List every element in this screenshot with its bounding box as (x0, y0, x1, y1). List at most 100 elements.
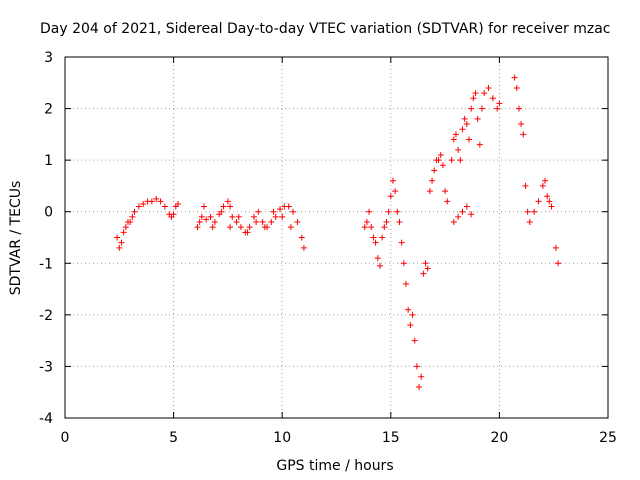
x-tick-label: 5 (169, 430, 178, 446)
data-point (300, 244, 307, 251)
data-point (131, 208, 138, 215)
data-point (396, 219, 403, 226)
data-point (444, 198, 451, 205)
data-point (513, 84, 520, 91)
data-point (370, 234, 377, 241)
data-point (277, 206, 284, 213)
data-point (546, 198, 553, 205)
data-point (398, 239, 405, 246)
data-points (114, 74, 562, 391)
data-point (255, 208, 262, 215)
data-point (127, 219, 134, 226)
data-point (235, 213, 242, 220)
data-point (455, 213, 462, 220)
data-point (259, 219, 266, 226)
data-point (485, 84, 492, 91)
data-point (381, 224, 388, 231)
data-point (465, 136, 472, 143)
data-point (253, 219, 260, 226)
data-point (207, 213, 214, 220)
data-point (368, 224, 375, 231)
data-point (457, 157, 464, 164)
data-point (224, 198, 231, 205)
data-point (518, 121, 525, 128)
data-point (463, 203, 470, 210)
data-point (474, 115, 481, 122)
y-tick-labels: 3 2 1 0 -1 -2 -3 -4 (39, 50, 53, 427)
data-point (470, 95, 477, 102)
data-point (122, 224, 129, 231)
y-tick-label: 1 (44, 153, 53, 169)
data-point (459, 208, 466, 215)
y-tick-label: 2 (44, 102, 53, 118)
data-point (520, 131, 527, 138)
data-point (409, 311, 416, 318)
y-axis-title: SDTVAR / TECUs (8, 181, 24, 296)
data-point (463, 121, 470, 128)
data-point (366, 208, 373, 215)
data-point (372, 239, 379, 246)
data-point (209, 224, 216, 231)
data-point (522, 182, 529, 189)
data-point (403, 280, 410, 287)
data-point (148, 198, 155, 205)
data-point (174, 200, 181, 207)
data-point (237, 224, 244, 231)
data-point (229, 213, 236, 220)
data-point (385, 208, 392, 215)
data-point (535, 198, 542, 205)
y-tick-label: 0 (44, 205, 53, 221)
data-point (220, 203, 227, 210)
data-point (290, 208, 297, 215)
data-point (389, 177, 396, 184)
data-point (422, 260, 429, 267)
data-point (211, 219, 218, 226)
data-point (424, 265, 431, 272)
data-point (218, 208, 225, 215)
data-point (246, 224, 253, 231)
data-point (429, 177, 436, 184)
data-point (198, 213, 205, 220)
data-point (542, 177, 549, 184)
grid-lines (65, 57, 608, 418)
data-point (261, 224, 268, 231)
data-point (442, 188, 449, 195)
data-point (383, 219, 390, 226)
data-point (448, 157, 455, 164)
data-point (405, 306, 412, 313)
data-point (450, 136, 457, 143)
data-point (157, 198, 164, 205)
data-point (170, 211, 177, 218)
y-tick-label: -3 (39, 359, 53, 375)
data-point (250, 213, 257, 220)
data-point (511, 74, 518, 81)
data-point (361, 224, 368, 231)
data-point (201, 203, 208, 210)
data-point (287, 224, 294, 231)
data-point (468, 211, 475, 218)
data-point (555, 260, 562, 267)
data-point (363, 219, 370, 226)
data-point (118, 239, 125, 246)
data-point (394, 208, 401, 215)
data-point (272, 213, 279, 220)
data-point (411, 337, 418, 344)
data-point (285, 203, 292, 210)
data-point (526, 219, 533, 226)
data-point (268, 219, 275, 226)
data-point (544, 193, 551, 200)
data-point (552, 244, 559, 251)
data-point (374, 255, 381, 262)
data-point (400, 260, 407, 267)
data-point (227, 224, 234, 231)
data-point (455, 146, 462, 153)
data-point (270, 208, 277, 215)
y-tick-label: -4 (39, 411, 53, 427)
data-point (524, 208, 531, 215)
y-tick-label: -2 (39, 308, 53, 324)
plot-frame (64, 56, 609, 419)
data-point (387, 193, 394, 200)
data-point (279, 213, 286, 220)
data-point (203, 216, 210, 223)
data-point (481, 90, 488, 97)
